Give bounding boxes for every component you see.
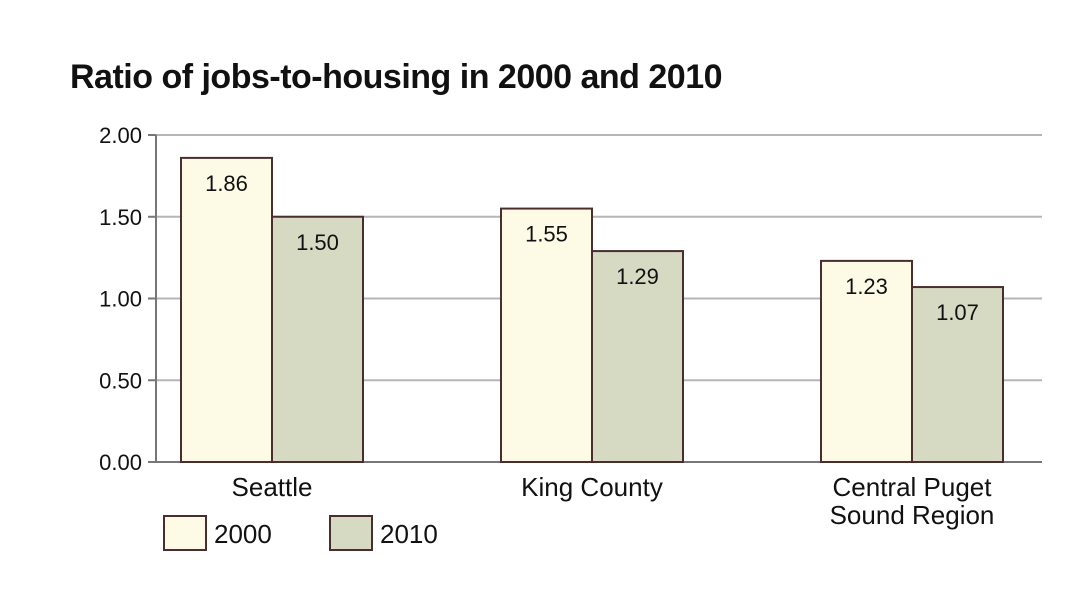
- bar-2010-0: [271, 215, 364, 463]
- legend-label-2000: 2000: [214, 519, 272, 549]
- data-label: 1.86: [205, 171, 248, 196]
- bar-2010-1: [591, 250, 684, 463]
- legend-label-2010: 2010: [380, 519, 438, 549]
- data-labels: 1.86 1.50 1.55 1.29 1.23 1.07: [205, 171, 979, 325]
- x-category-label: Seattle: [232, 472, 313, 502]
- data-label: 1.29: [616, 264, 659, 289]
- x-category-label: King County: [521, 472, 663, 502]
- data-label: 1.55: [525, 222, 568, 247]
- bar-2000-1: [500, 207, 593, 463]
- data-label: 1.50: [296, 230, 339, 255]
- category-labels: Seattle King County Central Puget Sound Reg…: [232, 472, 995, 530]
- y-tick-label: 0.50: [99, 368, 142, 393]
- data-label: 1.07: [936, 300, 979, 325]
- y-tick-label: 0.00: [99, 450, 142, 475]
- bars: [180, 156, 1004, 463]
- y-tick-label: 1.00: [99, 287, 142, 312]
- x-category-label: Central Puget Sound Region: [830, 472, 995, 530]
- bar-2000-2: [820, 259, 913, 463]
- legend: 2000 2010: [163, 515, 438, 551]
- y-tick-label: 1.50: [99, 205, 142, 230]
- bar-2000-0: [180, 156, 273, 463]
- legend-swatch-2000: [163, 515, 207, 551]
- chart-title: Ratio of jobs-to-housing in 2000 and 201…: [70, 58, 723, 96]
- data-label: 1.23: [845, 274, 888, 299]
- legend-swatch-2010: [329, 515, 373, 551]
- bar-2010-2: [911, 286, 1004, 463]
- y-tick-label: 2.00: [99, 123, 142, 148]
